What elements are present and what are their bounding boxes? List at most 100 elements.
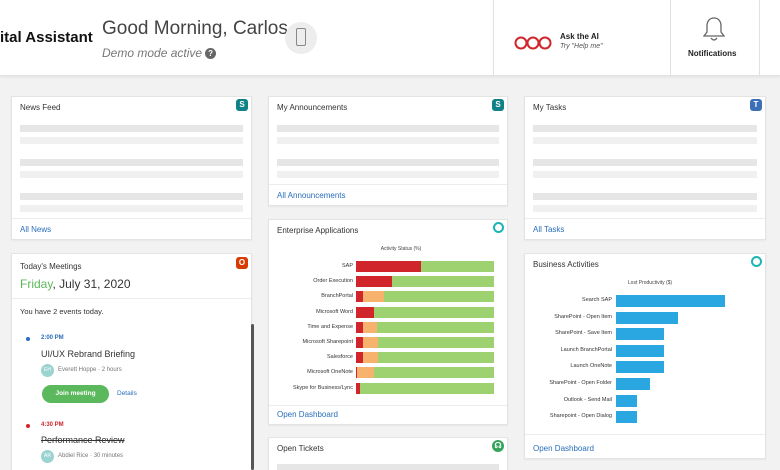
- placeholder-line: [533, 125, 757, 132]
- divider: [269, 184, 507, 185]
- placeholder-line: [533, 205, 757, 212]
- scrollbar[interactable]: [251, 324, 254, 470]
- all-news-link[interactable]: All News: [20, 225, 52, 234]
- placeholder-line: [277, 137, 499, 144]
- card-title: My Tasks: [533, 103, 567, 112]
- bar-segment: [356, 276, 392, 288]
- meeting-time: 4:30 PM: [41, 422, 64, 428]
- ask-ai-title[interactable]: Ask the AI: [560, 32, 599, 41]
- header-divider: [670, 0, 671, 76]
- ai-logo-icon[interactable]: [514, 36, 554, 50]
- bar-segment: [373, 367, 494, 379]
- header-bar: ital Assistant Good Morning, Carlos Demo…: [0, 0, 780, 76]
- bar-label: SharePoint - Open Item: [554, 313, 612, 320]
- bar-segment: [356, 337, 363, 348]
- placeholder-line: [20, 171, 243, 178]
- bar-label: Search SAP: [582, 297, 612, 303]
- demo-mode-label: Demo mode active: [102, 46, 203, 60]
- bar-label: SharePoint - Save Item: [555, 330, 612, 337]
- divider: [12, 298, 251, 299]
- bar-label: SAP: [341, 263, 353, 269]
- date-day: Friday: [20, 277, 53, 291]
- placeholder-line: [533, 171, 757, 178]
- mobile-phone-icon[interactable]: [285, 22, 317, 54]
- open-dashboard-link[interactable]: Open Dashboard: [277, 410, 338, 419]
- sharepoint-icon: S: [492, 99, 504, 111]
- placeholder-line: [20, 125, 243, 132]
- notifications-label[interactable]: Notifications: [688, 49, 737, 58]
- bar-segment: [356, 261, 421, 272]
- enterprise-apps-card: Enterprise Applications Activity Status …: [268, 219, 508, 425]
- meeting-title[interactable]: UI/UX Rebrand Briefing: [41, 349, 136, 359]
- card-title: My Announcements: [277, 103, 348, 112]
- bar-segment: [356, 321, 363, 333]
- placeholder-line: [277, 464, 499, 470]
- sharepoint-icon: S: [236, 99, 248, 111]
- bar-label: Launch OneNote: [570, 363, 612, 370]
- ring-icon: [493, 222, 504, 233]
- bar-segment: [362, 291, 384, 303]
- app-title: ital Assistant: [0, 29, 93, 46]
- meeting-date: Friday, July 31, 2020: [20, 277, 131, 291]
- bar-label: Salesforce: [327, 354, 353, 361]
- bar-segment: [373, 306, 494, 318]
- meeting-time: 2:00 PM: [41, 335, 64, 341]
- divider: [269, 405, 507, 406]
- header-divider: [759, 0, 760, 76]
- headset-icon: ☊: [492, 440, 504, 452]
- divider: [525, 434, 765, 435]
- all-announcements-link[interactable]: All Announcements: [277, 191, 346, 200]
- bar-segment: [356, 352, 363, 364]
- placeholder-line: [20, 159, 243, 166]
- timeline-dot: [26, 424, 30, 428]
- bar-segment: [360, 382, 494, 394]
- help-icon[interactable]: ?: [205, 48, 217, 59]
- placeholder-line: [277, 159, 499, 166]
- bar-segment: [391, 276, 494, 288]
- card-title: Today's Meetings: [20, 262, 82, 271]
- bar-label: Sharepoint - Open Dialog: [549, 413, 612, 420]
- bar: [616, 311, 679, 324]
- bar-segment: [356, 382, 361, 394]
- meeting-organizer: Abdiel Rice · 30 minutes: [58, 453, 124, 459]
- bar: [616, 328, 664, 341]
- demo-mode-text: Demo mode active?: [102, 46, 217, 60]
- bar-label: SharePoint - Open Folder: [549, 380, 612, 386]
- tasks-card: My Tasks T All Tasks: [524, 96, 766, 240]
- bar-label: Microsoft OneNote: [307, 369, 353, 376]
- bar: [616, 295, 725, 307]
- header-divider: [493, 0, 494, 76]
- bar-label: Time and Expense: [307, 323, 353, 330]
- avatar: AR: [41, 450, 54, 463]
- greeting: Good Morning, Carlos: [102, 18, 288, 39]
- ring-icon: [751, 256, 762, 267]
- bar-segment: [362, 321, 377, 333]
- bell-icon[interactable]: [703, 16, 725, 42]
- card-title: Enterprise Applications: [277, 226, 359, 235]
- outlook-tasks-icon: T: [750, 99, 762, 111]
- divider: [525, 218, 765, 219]
- bar-segment: [362, 337, 379, 348]
- placeholder-line: [20, 205, 243, 212]
- bar-label: BranchPortal: [321, 293, 353, 300]
- events-summary: You have 2 events today.: [20, 307, 104, 316]
- all-tasks-link[interactable]: All Tasks: [533, 225, 565, 234]
- bar-segment: [378, 337, 494, 348]
- meeting-title[interactable]: Performance Review: [41, 435, 125, 445]
- details-link[interactable]: Details: [117, 390, 137, 397]
- placeholder-line: [533, 137, 757, 144]
- card-title: Business Activities: [533, 260, 599, 269]
- chart-title: Activity Status (%): [380, 246, 422, 252]
- timeline-dot: [26, 337, 30, 341]
- placeholder-line: [20, 193, 243, 200]
- join-meeting-button[interactable]: Join meeting: [42, 385, 109, 403]
- bar-segment: [356, 367, 358, 379]
- card-title: Open Tickets: [277, 444, 324, 453]
- bar-segment: [362, 352, 379, 364]
- divider: [12, 218, 251, 219]
- open-dashboard-link[interactable]: Open Dashboard: [533, 444, 594, 453]
- placeholder-line: [277, 171, 499, 178]
- bar-segment: [357, 367, 374, 379]
- business-activities-card: Business Activities Lost Productivity ($…: [524, 253, 766, 459]
- meetings-card: Today's Meetings O Friday, July 31, 2020…: [11, 253, 254, 470]
